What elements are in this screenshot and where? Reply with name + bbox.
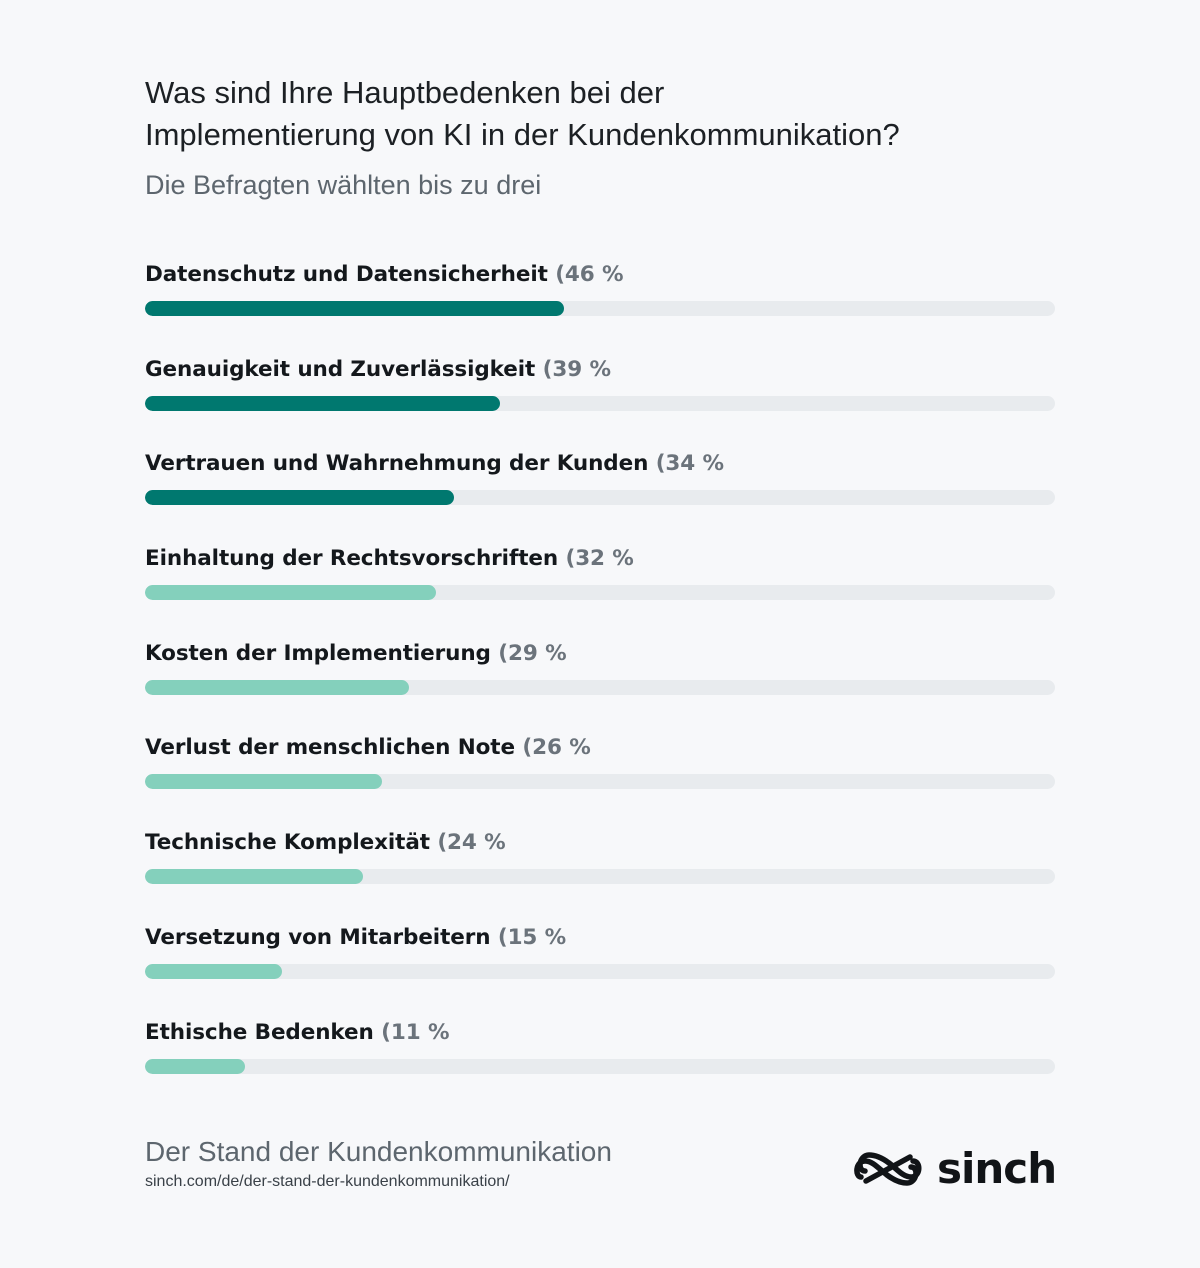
bar-fill [145,395,500,411]
bar-value-label: (46 % [555,262,624,287]
bar-track [145,869,1055,885]
bar-fill [145,490,455,506]
bar-category-label: Technische Komplexität [145,830,430,856]
bar-row: Einhaltung der Rechtsvorschriften (32 % [145,542,1055,637]
bar-label: Einhaltung der Rechtsvorschriften (32 % [145,542,634,576]
bar-chart: Datenschutz und Datensicherheit (46 % Gen… [145,258,1055,1110]
bar-track [145,963,1055,979]
bar-value-label: (29 % [498,640,567,666]
bar-label: Technische Komplexität (24 % [145,826,506,860]
bar-label: Verlust der menschlichen Note (26 % [145,731,591,765]
bar-category-label: Ethische Bedenken [145,1019,374,1045]
bar-track [145,490,1055,506]
bar-row: Verlust der menschlichen Note (26 % [145,731,1055,826]
bar-fill [145,774,382,790]
bar-label: Versetzung von Mitarbeitern (15 % [145,921,566,955]
bar-fill [145,301,564,316]
bar-track [145,585,1055,601]
chart-title-line-2: Implementierung von KI in der Kundenkomm… [145,117,900,152]
chart-title-line-1: Was sind Ihre Hauptbedenken bei der [145,75,665,110]
bar-label: Datenschutz und Datensicherheit (46 % [145,258,624,292]
bar-value-label: (26 % [522,735,591,761]
bar-category-label: Einhaltung der Rechtsvorschriften [145,546,559,572]
bar-track [145,1058,1055,1074]
bar-category-label: Verlust der menschlichen Note [145,735,515,761]
bar-value-label: (32 % [565,546,634,572]
bar-row: Datenschutz und Datensicherheit (46 % [145,258,1055,353]
bar-category-label: Kosten der Implementierung [145,640,491,666]
bar-fill [145,869,364,885]
bar-value-label: (11 % [381,1019,450,1045]
bar-track [145,679,1055,695]
bar-row: Genauigkeit und Zuverlässigkeit (39 % [145,353,1055,448]
bar-track [145,774,1055,790]
bar-label: Ethische Bedenken (11 % [145,1016,449,1050]
bar-fill [145,1058,246,1074]
bar-track [145,301,1055,316]
brand-logo[interactable]: sinch [853,1144,1057,1193]
bar-category-label: Datenschutz und Datensicherheit [145,262,548,287]
bar-label: Genauigkeit und Zuverlässigkeit (39 % [145,353,611,387]
bar-row: Versetzung von Mitarbeitern (15 % [145,921,1055,1016]
bar-row: Ethische Bedenken (11 % [145,1016,1055,1111]
chart-subtitle: Die Befragten wählten bis zu drei [145,170,542,200]
bar-category-label: Vertrauen und Wahrnehmung der Kunden [145,451,649,477]
bar-row: Vertrauen und Wahrnehmung der Kunden (34… [145,447,1055,542]
chart-header: Was sind Ihre Hauptbedenken bei der Impl… [145,72,1045,202]
bar-track [145,395,1055,411]
bar-value-label: (34 % [655,451,724,477]
bar-label: Vertrauen und Wahrnehmung der Kunden (34… [145,447,724,481]
sinch-logo-icon [854,1152,922,1186]
brand-logo-text: sinch [937,1144,1057,1193]
bar-category-label: Versetzung von Mitarbeitern [145,924,491,950]
bar-label: Kosten der Implementierung (29 % [145,637,567,671]
footer-title: Der Stand der Kundenkommunikation [145,1136,612,1167]
bar-fill [145,585,437,601]
bar-category-label: Genauigkeit und Zuverlässigkeit [145,356,536,382]
bar-value-label: (15 % [497,924,567,950]
bar-row: Kosten der Implementierung (29 % [145,637,1055,732]
bar-fill [145,963,282,979]
bar-fill [145,679,409,695]
bar-value-label: (39 % [542,356,611,382]
bar-row: Technische Komplexität (24 % [145,826,1055,921]
footer-url[interactable]: sinch.com/de/der-stand-der-kundenkommuni… [145,1173,510,1190]
bar-value-label: (24 % [437,830,506,856]
